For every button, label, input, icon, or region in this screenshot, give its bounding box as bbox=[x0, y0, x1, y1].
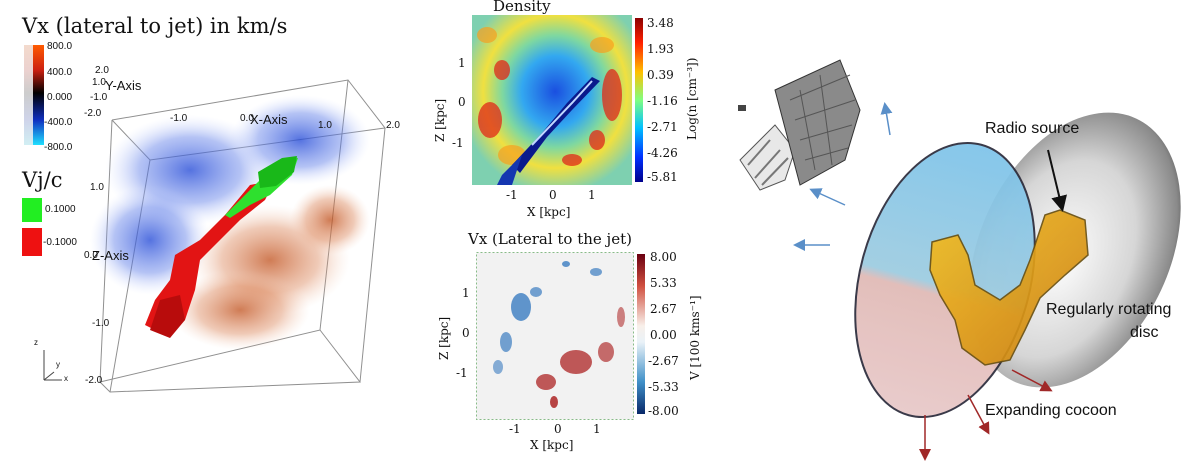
vx-map bbox=[476, 252, 634, 420]
vx-colorbar-panel bbox=[637, 254, 645, 414]
density-map bbox=[472, 15, 632, 185]
left-tick-3: -1.0 bbox=[92, 318, 110, 329]
density-cb-tick-2: 1.93 bbox=[647, 42, 674, 56]
disc-label-line2: disc bbox=[1130, 324, 1159, 341]
density-cb-tick-3: 0.39 bbox=[647, 68, 674, 82]
cocoon-label: Expanding cocoon bbox=[985, 402, 1117, 419]
radio-telescope-icon bbox=[738, 59, 861, 191]
vx-cb-tick-p6: -5.33 bbox=[648, 380, 679, 394]
vx-title: Vx (lateral to jet) in km/s bbox=[22, 14, 288, 38]
vj-title: Vj/c bbox=[22, 168, 63, 192]
y-tick-top: 2.0 bbox=[95, 65, 109, 76]
density-x-tick-1: -1 bbox=[506, 188, 518, 202]
left-tick-2: 0.0 bbox=[84, 250, 98, 261]
density-cb-tick-7: -5.81 bbox=[647, 170, 678, 184]
vx-x-label: X [kpc] bbox=[530, 438, 574, 452]
density-jet bbox=[512, 77, 600, 173]
vx-y-tick-2: 0 bbox=[462, 326, 470, 340]
vx-x-tick-1: -1 bbox=[509, 422, 521, 436]
density-x-tick-2: 0 bbox=[549, 188, 557, 202]
3d-render bbox=[43, 79, 386, 393]
mini-axis-y: y bbox=[56, 360, 60, 369]
top-tick-4: 2.0 bbox=[386, 120, 400, 131]
vx-cb-tick-1: 800.0 bbox=[47, 41, 73, 52]
density-colorbar bbox=[635, 18, 643, 182]
radio-source-label: Radio source bbox=[985, 120, 1080, 137]
vx-cb-tick-p3: 2.67 bbox=[650, 302, 677, 316]
blue-cloud-2 bbox=[230, 95, 370, 185]
top-tick-2: 0.0 bbox=[240, 113, 254, 124]
vx-cb-tick-p4: 0.00 bbox=[650, 328, 677, 342]
vx-y-label: Z [kpc] bbox=[437, 316, 451, 360]
vj-legend-label-neg: -0.1000 bbox=[43, 237, 77, 248]
radio-source-pointer bbox=[1047, 149, 1067, 212]
vx-red-features bbox=[536, 307, 625, 408]
density-cb-tick-5: -2.71 bbox=[647, 120, 678, 134]
mini-axes bbox=[43, 350, 62, 381]
vx-cb-tick-p5: -2.67 bbox=[648, 354, 679, 368]
mini-axis-z: z bbox=[34, 338, 38, 347]
left-tick-4: -2.0 bbox=[85, 375, 103, 386]
density-y-tick-3: -1 bbox=[452, 136, 464, 150]
density-red-patches bbox=[478, 60, 622, 166]
vx-panel-title: Vx (Lateral to the jet) bbox=[468, 230, 632, 248]
top-tick-1: -1.0 bbox=[170, 113, 188, 124]
density-x-tick-3: 1 bbox=[588, 188, 596, 202]
vx-x-tick-2: 0 bbox=[554, 422, 562, 436]
green-jet-head bbox=[258, 156, 297, 188]
vx-cb-tick-p7: -8.00 bbox=[648, 404, 679, 418]
density-y-tick-1: 1 bbox=[458, 56, 466, 70]
y-axis-label: Y-Axis bbox=[105, 78, 142, 93]
y-tick-2: -1.0 bbox=[90, 92, 108, 103]
vx-x-tick-3: 1 bbox=[593, 422, 601, 436]
density-y-tick-2: 0 bbox=[458, 95, 466, 109]
density-cb-tick-1: 3.48 bbox=[647, 16, 674, 30]
radio-source-shape bbox=[929, 209, 1089, 366]
red-cloud-3 bbox=[290, 185, 370, 255]
red-jet-knot bbox=[150, 295, 185, 338]
density-title: Density bbox=[493, 0, 551, 15]
vx-y-tick-1: 1 bbox=[462, 286, 470, 300]
vj-legend-swatch-red bbox=[22, 228, 42, 256]
disc-label-line1: Regularly rotating bbox=[1046, 301, 1172, 318]
density-cb-label: Log(n [cm⁻³]) bbox=[685, 57, 699, 140]
x-axis-label: X-Axis bbox=[250, 112, 288, 127]
vx-cb-tick-5: -800.0 bbox=[44, 142, 73, 153]
mini-axis-x: x bbox=[64, 374, 68, 383]
density-x-label: X [kpc] bbox=[527, 205, 571, 219]
y-tick-3: -2.0 bbox=[84, 108, 102, 119]
vx-cb-tick-4: -400.0 bbox=[44, 117, 73, 128]
vj-legend-swatch-green bbox=[22, 198, 42, 222]
vx-blue-features bbox=[493, 261, 602, 374]
schematic-drawing bbox=[738, 59, 1181, 461]
vx-cb-tick-2: 400.0 bbox=[47, 67, 73, 78]
vx-cb-tick-p2: 5.33 bbox=[650, 276, 677, 290]
vx-cb-tick-p1: 8.00 bbox=[650, 250, 677, 264]
density-cb-tick-6: -4.26 bbox=[647, 146, 678, 160]
red-cloud-2 bbox=[170, 270, 310, 350]
left-tick-1: 1.0 bbox=[90, 182, 104, 193]
vx-y-tick-3: -1 bbox=[456, 366, 468, 380]
vx-cb-tick-3: 0.000 bbox=[47, 92, 73, 103]
z-axis-label: Z-Axis bbox=[92, 248, 129, 263]
y-tick-1: 1.0 bbox=[92, 77, 106, 88]
vx-colorbar bbox=[24, 45, 44, 145]
top-tick-3: 1.0 bbox=[318, 120, 332, 131]
vj-legend-label-pos: 0.1000 bbox=[45, 204, 76, 215]
density-y-label: Z [kpc] bbox=[433, 98, 447, 142]
density-cb-tick-4: -1.16 bbox=[647, 94, 678, 108]
